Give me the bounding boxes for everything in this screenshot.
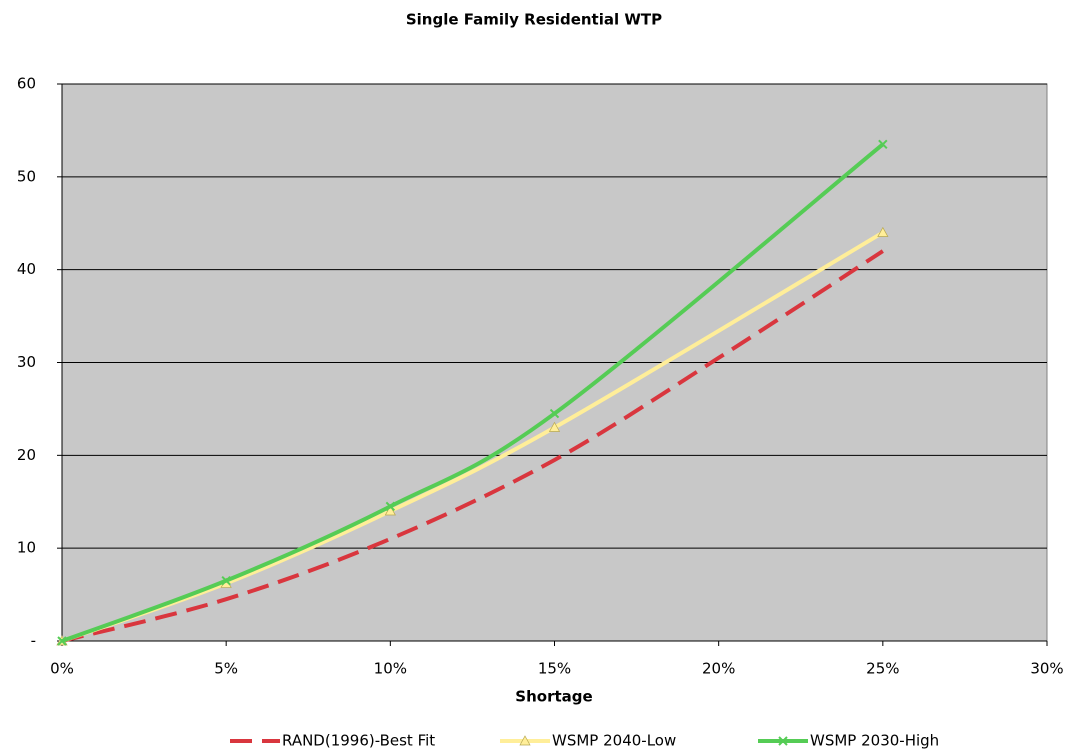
marker — [549, 408, 560, 419]
marker — [384, 505, 396, 516]
series-line — [61, 249, 884, 643]
marker — [778, 736, 788, 746]
y-tick-label: 20 — [17, 446, 36, 464]
x-axis-label: Shortage — [515, 688, 592, 706]
y-tick-label: 50 — [17, 167, 36, 185]
chart-title: Single Family Residential WTP — [406, 11, 662, 29]
marker — [221, 575, 231, 586]
x-tick-label: 0% — [50, 660, 74, 678]
series-line — [61, 230, 884, 643]
marker — [385, 501, 396, 512]
x-tick-label: 5% — [214, 660, 238, 678]
marker — [519, 735, 531, 746]
x-tick-label: 20% — [702, 660, 735, 678]
x-tick-label: 30% — [1030, 660, 1063, 678]
marker — [57, 636, 67, 646]
y-tick-label: - — [31, 632, 36, 650]
y-tick-label: 40 — [17, 260, 36, 278]
marker — [877, 226, 889, 237]
legend-label: WSMP 2030-High — [810, 732, 939, 750]
legend-label: WSMP 2040-Low — [552, 732, 676, 750]
y-tick-label: 10 — [17, 539, 36, 557]
y-tick-label: 30 — [17, 353, 36, 371]
marker — [878, 139, 888, 150]
y-tick-label: 60 — [17, 75, 36, 93]
x-tick-label: 25% — [866, 660, 899, 678]
legend-label: RAND(1996)-Best Fit — [282, 732, 435, 750]
series-line — [61, 142, 885, 643]
marker — [548, 421, 561, 432]
x-tick-label: 15% — [538, 660, 571, 678]
x-tick-label: 10% — [374, 660, 407, 678]
